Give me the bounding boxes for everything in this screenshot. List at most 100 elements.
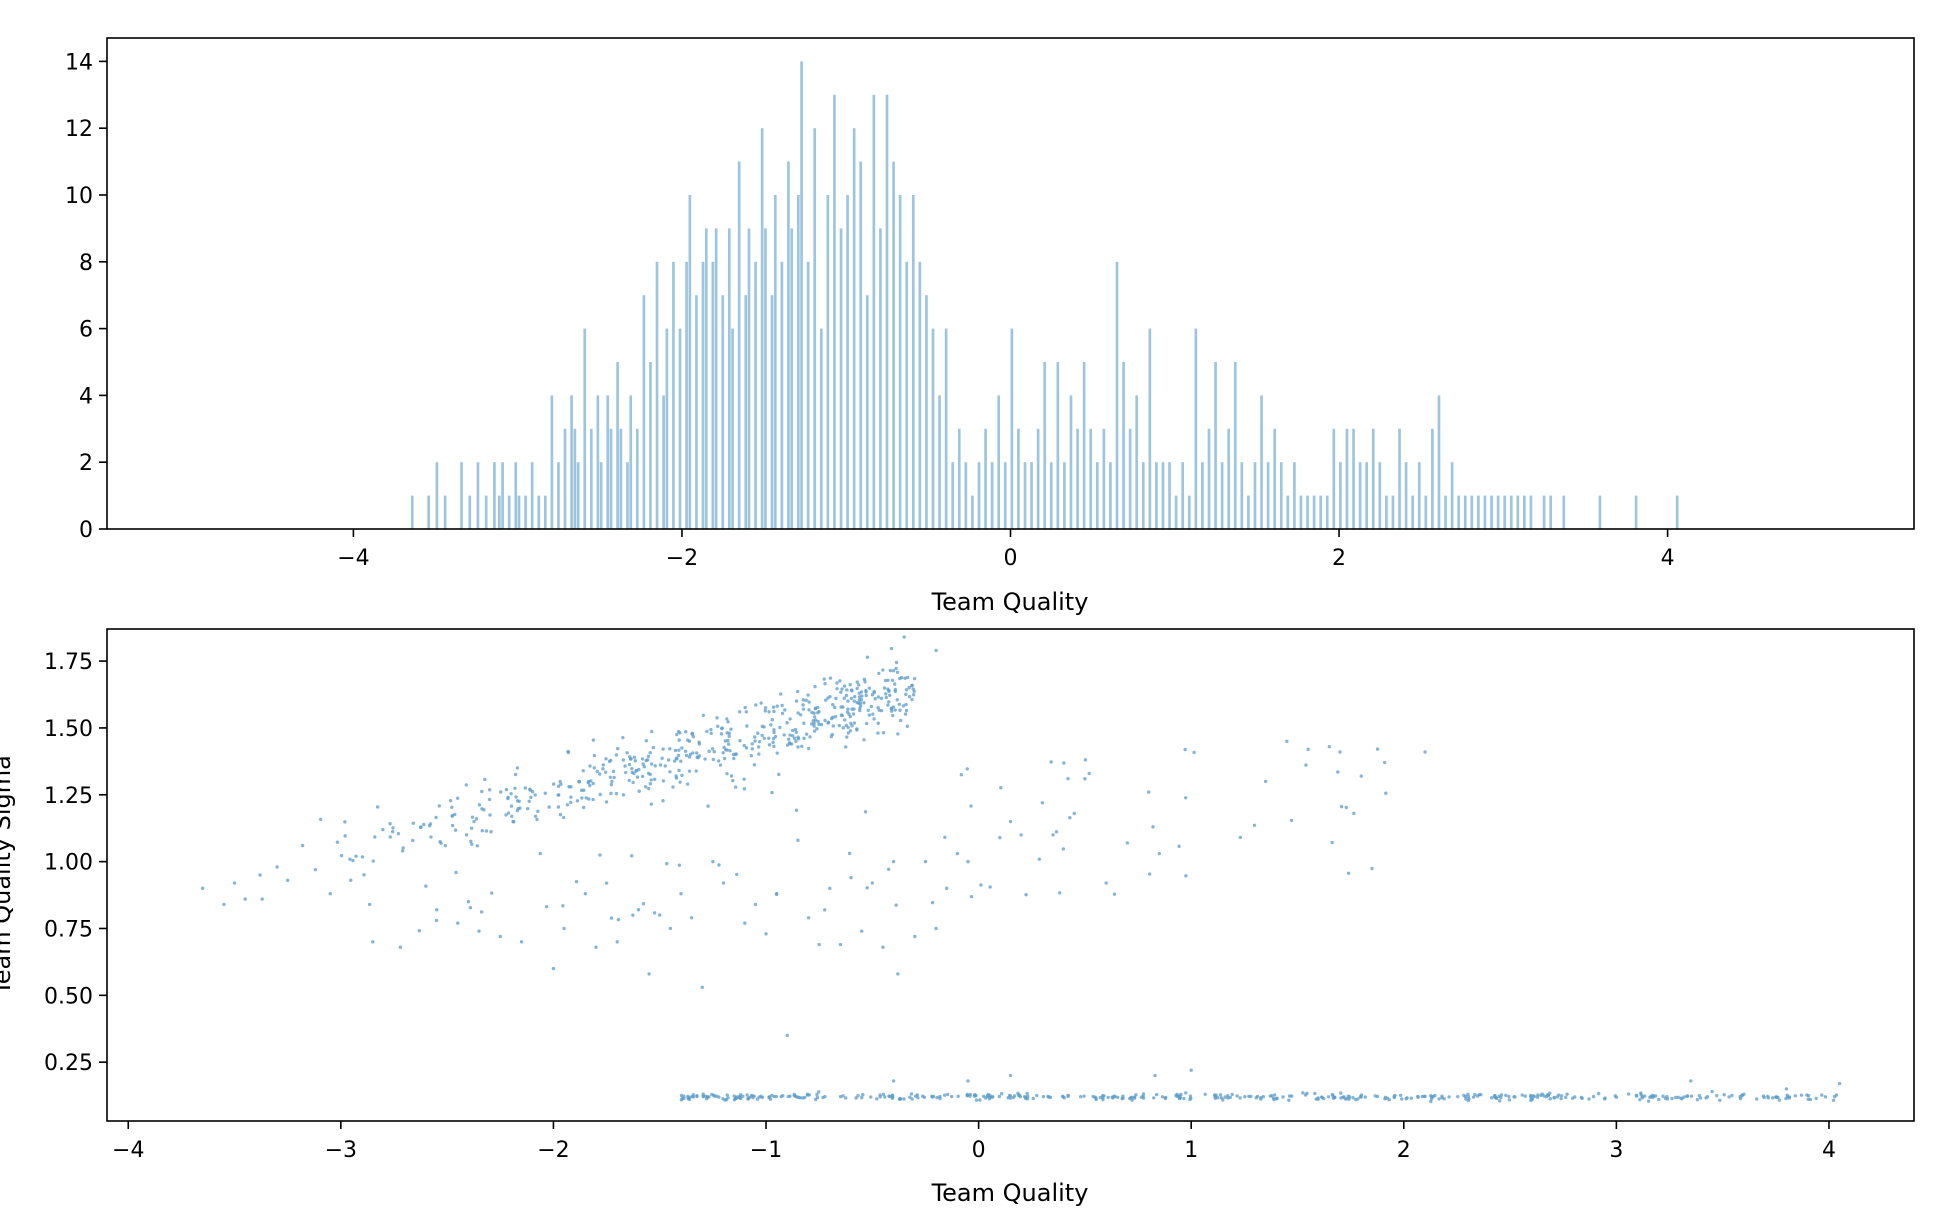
- histogram-bar: [1049, 462, 1053, 529]
- scatter-point: [1359, 774, 1363, 778]
- scatter-point: [598, 772, 602, 776]
- histogram-bar: [1332, 428, 1336, 529]
- scatter-point: [873, 697, 877, 701]
- scatter-point: [1184, 874, 1188, 878]
- histogram-bar: [714, 228, 718, 529]
- histogram-bar: [606, 395, 610, 529]
- scatter-point: [1529, 1093, 1533, 1098]
- scatter-point: [788, 733, 792, 737]
- scatter-point: [770, 1093, 774, 1098]
- scatter-point: [398, 945, 403, 949]
- scatter-point: [1129, 1096, 1133, 1100]
- scatter-point: [735, 1095, 739, 1099]
- scatter-point: [515, 766, 520, 770]
- scatter-point: [677, 738, 681, 742]
- scatter-point: [903, 676, 907, 680]
- scatter-point: [1304, 763, 1308, 767]
- scatter-point: [1548, 1097, 1552, 1101]
- histogram-bar: [1286, 495, 1290, 529]
- scatter-point: [1094, 1097, 1098, 1102]
- scatter-point: [752, 763, 757, 767]
- scatter-point: [1289, 818, 1294, 823]
- scatter-point: [837, 723, 841, 728]
- histogram-bar: [1279, 462, 1283, 529]
- scatter-point: [910, 683, 914, 688]
- scatter-point: [1106, 1095, 1110, 1100]
- histogram-bar: [1675, 495, 1679, 529]
- scatter-point: [910, 1097, 914, 1101]
- scatter-point: [646, 771, 651, 776]
- scatter-point: [475, 844, 479, 848]
- scatter-point: [725, 748, 729, 752]
- scatter-point: [899, 718, 903, 723]
- histogram-bar: [1220, 462, 1224, 529]
- scatter-point: [794, 699, 799, 703]
- scatter-point: [801, 703, 805, 707]
- scatter-point: [942, 1093, 947, 1097]
- scatter-point: [838, 942, 843, 947]
- scatter-point: [641, 902, 646, 906]
- scatter-point: [714, 1094, 719, 1098]
- scatter-point: [815, 1092, 819, 1097]
- scatter-point: [647, 786, 651, 791]
- scatter-point: [974, 1093, 978, 1098]
- scatter-point: [763, 709, 767, 713]
- scatter-point: [1437, 1097, 1441, 1101]
- histogram-bar: [1306, 495, 1309, 529]
- histogram-bar: [747, 228, 751, 529]
- scatter-point: [666, 758, 671, 762]
- scatter-point: [727, 734, 731, 738]
- scatter-point: [1715, 1093, 1719, 1098]
- scatter-point: [644, 785, 648, 789]
- scatter-point: [679, 892, 683, 896]
- histogram-bar: [1293, 462, 1296, 529]
- scatter-point: [721, 751, 725, 755]
- scatter-point: [411, 821, 415, 825]
- scatter-point: [1184, 796, 1188, 800]
- scatter-point: [738, 738, 742, 743]
- scatter-point: [697, 742, 702, 746]
- scatter-point: [830, 732, 834, 737]
- scatter-point: [1125, 841, 1130, 845]
- scatter-point: [725, 771, 729, 776]
- scatter-point: [767, 743, 772, 747]
- scatter-point: [1447, 1095, 1451, 1099]
- scatter-point: [771, 740, 775, 745]
- scatter-point: [477, 803, 482, 807]
- scatter-point: [1098, 1095, 1103, 1100]
- scatter-point: [243, 897, 247, 901]
- scatter-point: [594, 945, 598, 949]
- scatter-point: [881, 730, 886, 735]
- histogram-bar: [1155, 462, 1158, 529]
- scatter-point: [749, 754, 754, 758]
- scatter-point: [753, 735, 757, 739]
- scatter-point: [745, 1093, 749, 1097]
- scatter-point: [710, 1092, 714, 1097]
- scatter-point: [987, 1097, 992, 1101]
- scatter-point: [857, 695, 862, 699]
- histogram-y-tick-label: 8: [79, 251, 93, 276]
- scatter-point: [1559, 1094, 1564, 1098]
- scatter-point: [801, 707, 806, 711]
- histogram-bar: [1417, 462, 1421, 529]
- scatter-point: [480, 789, 484, 794]
- scatter-point: [904, 708, 909, 713]
- scatter-point: [786, 1094, 791, 1099]
- scatter-point: [742, 787, 747, 791]
- scatter-point: [1007, 1093, 1012, 1098]
- scatter-point: [859, 929, 864, 933]
- scatter-point: [909, 1092, 914, 1096]
- scatter-point: [1456, 1094, 1460, 1099]
- histogram-bar: [530, 462, 534, 529]
- histogram-bar: [1043, 361, 1047, 529]
- scatter-point: [1272, 1093, 1277, 1097]
- scatter-point: [367, 902, 372, 907]
- scatter-point: [867, 713, 872, 717]
- scatter-point: [938, 1096, 942, 1101]
- scatter-point: [796, 711, 800, 715]
- scatter-point: [679, 759, 683, 763]
- scatter-point: [881, 945, 885, 949]
- scatter-point: [1462, 1093, 1466, 1098]
- histogram-bar: [410, 495, 414, 529]
- scatter-point: [631, 780, 635, 785]
